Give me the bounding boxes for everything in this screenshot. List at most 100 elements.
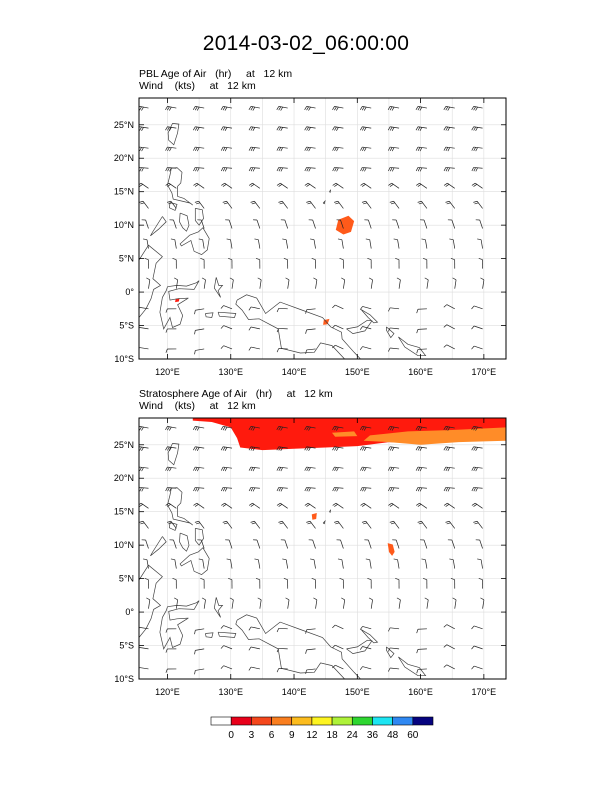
wind-barb — [359, 666, 372, 671]
wind-barb — [165, 308, 177, 313]
wind-barb — [248, 426, 260, 431]
coastline — [179, 227, 210, 256]
coastline — [322, 519, 326, 525]
wind-barb — [257, 597, 262, 609]
wind-barb — [447, 539, 456, 549]
wind-barb — [170, 238, 177, 249]
wind-barb — [165, 446, 177, 451]
colorbar-label: 6 — [269, 730, 275, 741]
age-patch — [363, 427, 506, 445]
lat-tick-label: 15°N — [114, 507, 134, 517]
wind-barb — [276, 466, 288, 472]
wind-barb — [276, 167, 288, 172]
map-inner — [139, 98, 506, 359]
wind-barb — [255, 257, 261, 269]
wind-barb — [248, 106, 260, 111]
wind-barb — [146, 277, 151, 289]
wind-barb — [139, 200, 149, 209]
wind-barb — [452, 597, 457, 609]
wind-barb — [359, 626, 372, 630]
wind-barb — [339, 257, 344, 269]
colorbar-label: 24 — [347, 730, 359, 741]
wind-barb — [415, 466, 427, 472]
wind-barb — [193, 146, 205, 152]
wind-barb — [141, 219, 149, 229]
coastline — [150, 216, 167, 237]
wind-barb — [473, 200, 483, 209]
wind-barb — [248, 306, 260, 311]
wind-barb — [305, 648, 316, 654]
wind-barb — [220, 625, 233, 630]
wind-barb — [313, 597, 318, 609]
lat-tick-label: 10°S — [114, 354, 134, 364]
wind-barb — [387, 307, 400, 312]
wind-barb — [254, 558, 261, 569]
wind-barb — [443, 106, 455, 111]
wind-barb — [143, 558, 149, 569]
wind-barb — [304, 182, 316, 189]
wind-barb — [222, 520, 233, 529]
wind-barb — [197, 219, 205, 229]
wind-barb — [360, 182, 372, 189]
wind-barb — [250, 520, 261, 529]
colorbar-label: 0 — [228, 730, 234, 741]
wind-barb — [304, 487, 316, 492]
age-patch — [311, 513, 317, 520]
wind-barb — [365, 558, 372, 569]
wind-barb — [252, 219, 261, 229]
wind-barb — [364, 219, 372, 229]
wind-barb — [415, 126, 427, 131]
wind-barb — [197, 539, 205, 549]
wind-barb — [311, 257, 316, 269]
wind-barb — [387, 347, 400, 352]
wind-barb — [229, 597, 234, 609]
lat-tick-label: 0° — [125, 607, 134, 617]
wind-barb — [443, 304, 455, 310]
wind-barb — [311, 577, 316, 589]
wind-barb — [257, 277, 262, 289]
wind-barb — [276, 648, 288, 653]
colorbar-box — [331, 716, 353, 726]
wind-barb — [193, 182, 205, 189]
wind-barb — [471, 625, 483, 630]
wind-barb — [226, 558, 233, 569]
wind-barb — [169, 539, 177, 549]
wind-barb — [332, 167, 344, 172]
wind-barb — [332, 664, 344, 670]
wind-barb — [144, 577, 149, 589]
wind-barb — [389, 200, 400, 209]
coastline — [329, 189, 332, 194]
wind-barb — [360, 126, 372, 131]
wind-barb — [341, 597, 346, 609]
lon-tick-label: 160°E — [408, 687, 433, 697]
wind-barb — [420, 219, 428, 229]
wind-barb — [220, 466, 233, 472]
wind-barb — [276, 106, 288, 111]
wind-barb — [165, 167, 177, 172]
wind-barb — [334, 200, 344, 209]
wind-barb — [387, 627, 400, 632]
wind-barb — [332, 426, 344, 431]
wind-barb — [226, 238, 233, 249]
wind-barb — [336, 219, 344, 229]
wind-barb — [308, 219, 316, 229]
wind-barb — [141, 539, 149, 549]
wind-barb — [360, 466, 372, 472]
coastline — [360, 309, 379, 324]
wind-barb — [194, 200, 205, 209]
wind-barb — [392, 219, 400, 229]
lon-tick-label: 150°E — [345, 367, 370, 377]
wind-barb — [276, 426, 288, 431]
coastline — [179, 547, 210, 576]
wind-barb — [334, 520, 344, 529]
panel1-title-line2: Wind (kts) at 12 km — [139, 80, 256, 92]
wind-barb — [304, 167, 316, 172]
lat-tick-label: 10°N — [114, 220, 134, 230]
wind-barb — [387, 466, 400, 472]
wind-barb — [450, 577, 456, 589]
coastline — [205, 632, 214, 638]
wind-barb — [332, 446, 344, 451]
colorbar-label: 18 — [327, 730, 339, 741]
wind-barb — [337, 238, 344, 249]
wind-barb — [449, 238, 456, 249]
